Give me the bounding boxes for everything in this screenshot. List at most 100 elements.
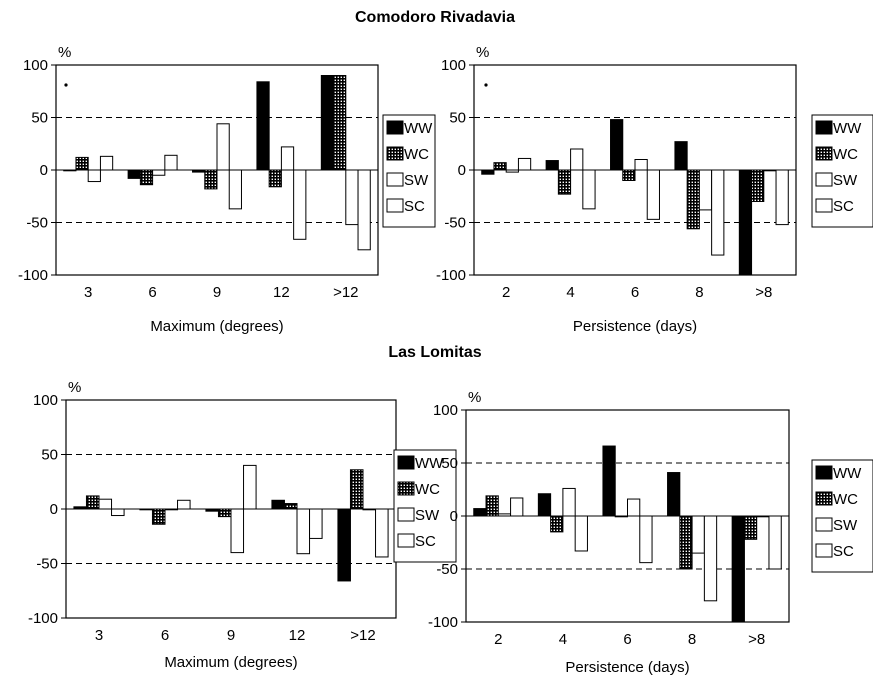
legend-swatch-wc [397,481,415,496]
legend-label-sw: SW [833,172,858,189]
dot-mark [64,83,68,87]
bar-ww-4 [271,499,285,510]
legend-swatch-sc [386,198,404,213]
x-tick-label: 2 [502,284,510,301]
x-tick-label: >12 [350,627,375,644]
legend-swatch-sw [386,172,404,187]
legend-label-sw: SW [404,172,429,189]
y-tick-label: -100 [28,610,58,627]
legend-label-wc: WC [833,146,858,163]
legend-swatch-sw [815,172,833,187]
y-tick-label: 100 [441,57,466,74]
bar-sc-4 [711,169,725,256]
bar-sw-2 [562,487,576,517]
bar-sw-5 [763,169,777,172]
bar-wc-5 [743,515,758,540]
bar-ww-1 [481,169,495,175]
y-tick-label: 100 [433,402,458,419]
x-tick-label: 6 [623,631,631,648]
x-tick-label: 6 [631,284,639,301]
legend-label-sc: SC [833,198,854,215]
bar-sc-5 [375,508,389,558]
bar-ww-2 [127,169,141,179]
y-tick-label: -100 [436,267,466,284]
bar-sw-1 [87,169,101,183]
y-tick-label: -50 [436,561,458,578]
y-tick-label: 0 [40,162,48,179]
bar-sw-3 [216,123,230,171]
x-axis-label: Maximum (degrees) [164,654,297,671]
bar-wc-1 [75,156,89,171]
bar-sc-2 [574,515,588,552]
legend: WW WC SW SC [811,114,873,228]
bar-sw-1 [505,169,519,173]
legend-swatch-wc [386,146,404,161]
legend-swatch-ww [815,120,833,135]
x-tick-label: 12 [273,284,290,301]
bar-sc-4 [703,515,718,602]
bar-sc-1 [99,155,114,171]
station-title-top: Comodoro Rivadavia [355,9,515,26]
legend-label-ww: WW [404,120,433,137]
bar-sw-5 [756,515,770,518]
bar-wc-1 [85,495,100,510]
x-tick-label: 2 [494,631,502,648]
y-tick-label: 50 [31,110,48,127]
chart-1: 100 50 0 -50 -100% 3 6 9 12 >12 Maximum (degrees) W… [18,44,436,335]
bar-ww-5 [320,75,335,171]
bar-sw-1 [98,498,113,510]
y-tick-label: -50 [444,215,466,232]
bar-ww-2 [537,493,552,517]
bar-sc-1 [510,497,524,517]
bar-wc-4 [686,169,700,230]
bar-sw-4 [698,169,713,211]
bar-sc-2 [177,499,191,510]
bar-ww-1 [473,508,487,517]
x-tick-label: 9 [227,627,235,644]
bar-sw-4 [691,515,705,554]
x-tick-label: 12 [289,627,306,644]
bar-ww-4 [674,141,688,171]
bar-wc-3 [614,515,629,518]
chart-3: 100 50 0 -50 -100% 3 6 9 12 >12 Maximum (degrees) W… [28,379,457,671]
chart-4: 100 50 0 -50 -100% 2 4 6 8 >8 Persistence (days) WW… [428,389,873,676]
bar-ww-4 [667,472,681,517]
bar-sw-2 [152,169,166,176]
bar-sc-5 [768,515,782,570]
bar-ww-1 [73,506,87,510]
bar-ww-5 [738,169,753,276]
bar-wc-2 [550,515,564,533]
legend-label-ww: WW [833,120,862,137]
bar-wc-4 [679,515,693,570]
y-axis-label: % [468,389,481,406]
y-tick-label: 50 [449,110,466,127]
bar-ww-1 [63,169,77,172]
bar-sc-1 [111,508,125,517]
legend-swatch-sc [815,198,833,213]
legend-label-wc: WC [833,491,858,508]
y-axis-label: % [68,379,81,396]
bar-wc-5 [333,75,347,171]
x-tick-label: >12 [333,284,358,301]
bar-ww-5 [337,508,351,582]
y-tick-label: 0 [458,162,466,179]
bar-ww-5 [731,515,745,623]
legend-swatch-wc [815,146,833,161]
legend-swatch-sc [815,543,833,558]
bar-sc-3 [243,464,257,510]
bar-sw-3 [230,508,245,554]
dot-mark [484,83,488,87]
bar-wc-5 [349,469,364,510]
bar-sc-3 [646,169,660,220]
x-axis-label: Maximum (degrees) [150,318,283,335]
bar-wc-2 [139,169,154,186]
legend-label-ww: WW [833,465,862,482]
x-tick-label: 3 [95,627,103,644]
legend: WW WC SW SC [393,449,457,563]
legend-swatch-ww [397,455,415,470]
bar-sc-5 [357,169,371,251]
y-tick-label: 100 [33,392,58,409]
bar-wc-5 [751,169,765,202]
bar-sc-4 [309,508,323,539]
legend-swatch-ww [815,465,833,480]
